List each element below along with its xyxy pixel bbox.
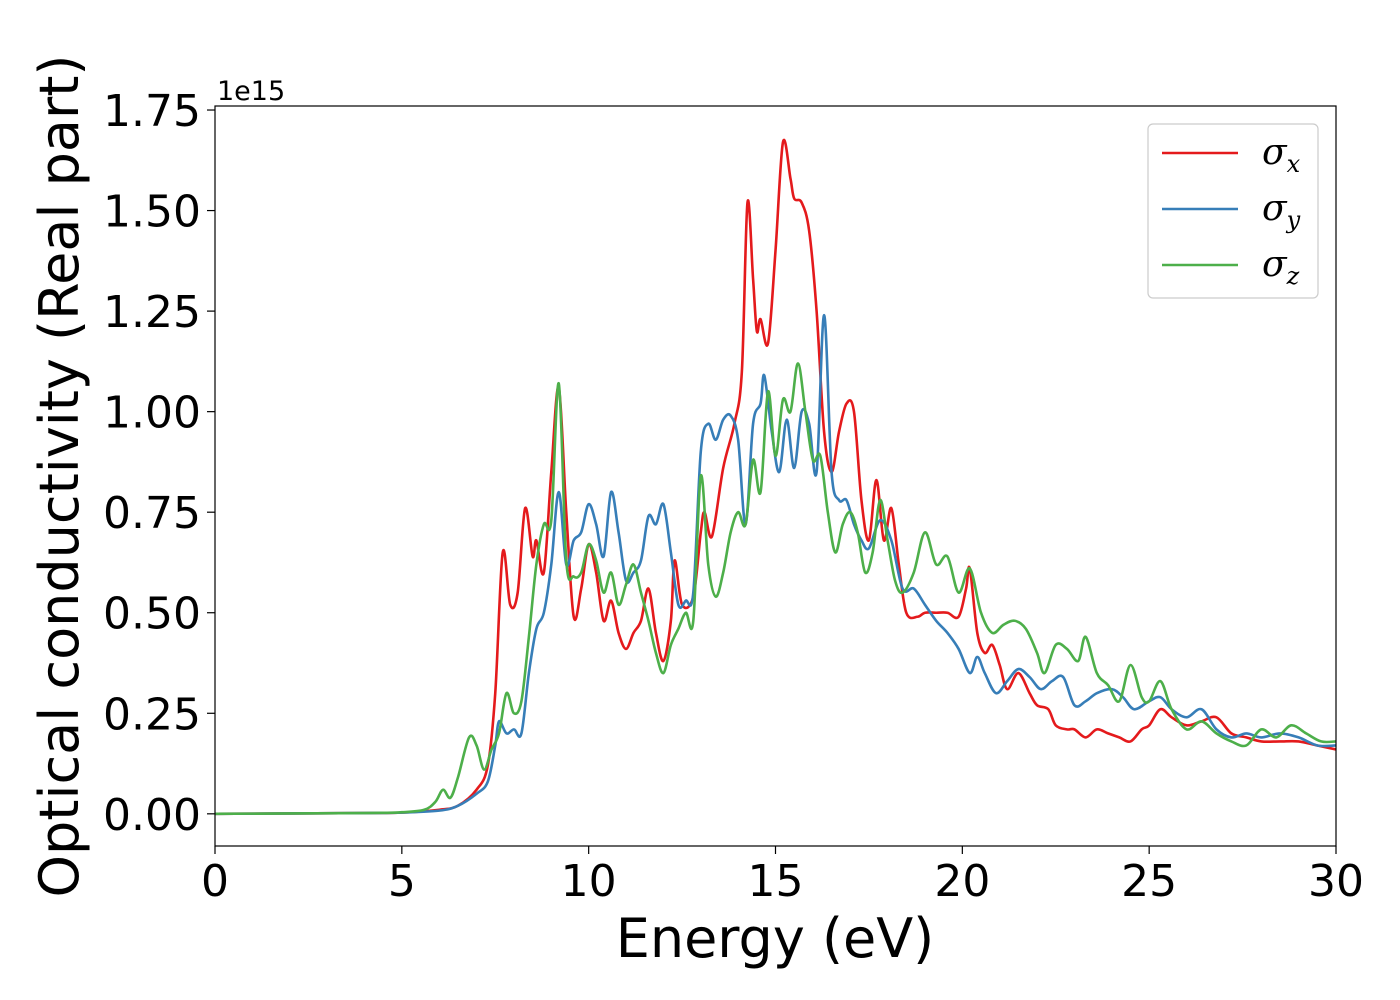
y-tick-label: 1.00 <box>103 388 201 439</box>
x-axis-title: Energy (eV) <box>616 907 935 970</box>
legend-subscript: x <box>1287 150 1301 178</box>
legend-subscript: y <box>1286 206 1301 234</box>
x-tick-label: 10 <box>561 856 617 907</box>
series-line-y <box>215 313 1336 816</box>
series-line-z <box>215 362 1336 816</box>
series-layer <box>215 138 1336 816</box>
x-tick-label: 30 <box>1308 856 1364 907</box>
legend-label-y: σy <box>1262 188 1301 234</box>
x-tick-label: 0 <box>201 856 229 907</box>
x-tick-label: 25 <box>1121 856 1177 907</box>
x-tick-label: 15 <box>748 856 804 907</box>
y-tick-label: 0.25 <box>103 689 201 740</box>
y-axis: 0.00 0.25 0.50 0.75 1.00 1.25 1.50 1.75 <box>103 86 215 841</box>
y-tick-label: 1.25 <box>103 287 201 338</box>
y-tick-label: 1.75 <box>103 86 201 137</box>
y-axis-title: Optical conductivity (Real part) <box>28 55 91 898</box>
y-tick-label: 0.00 <box>103 790 201 841</box>
x-tick-label: 20 <box>934 856 990 907</box>
x-axis: 0 5 10 15 20 25 30 <box>201 846 1364 907</box>
x-tick-label: 5 <box>388 856 416 907</box>
y-tick-label: 0.50 <box>103 589 201 640</box>
y-tick-label: 0.75 <box>103 488 201 539</box>
y-tick-label: 1.50 <box>103 187 201 238</box>
legend-subscript: z <box>1286 262 1300 290</box>
legend-box <box>1147 123 1319 299</box>
y-offset-label: 1e15 <box>217 76 285 107</box>
